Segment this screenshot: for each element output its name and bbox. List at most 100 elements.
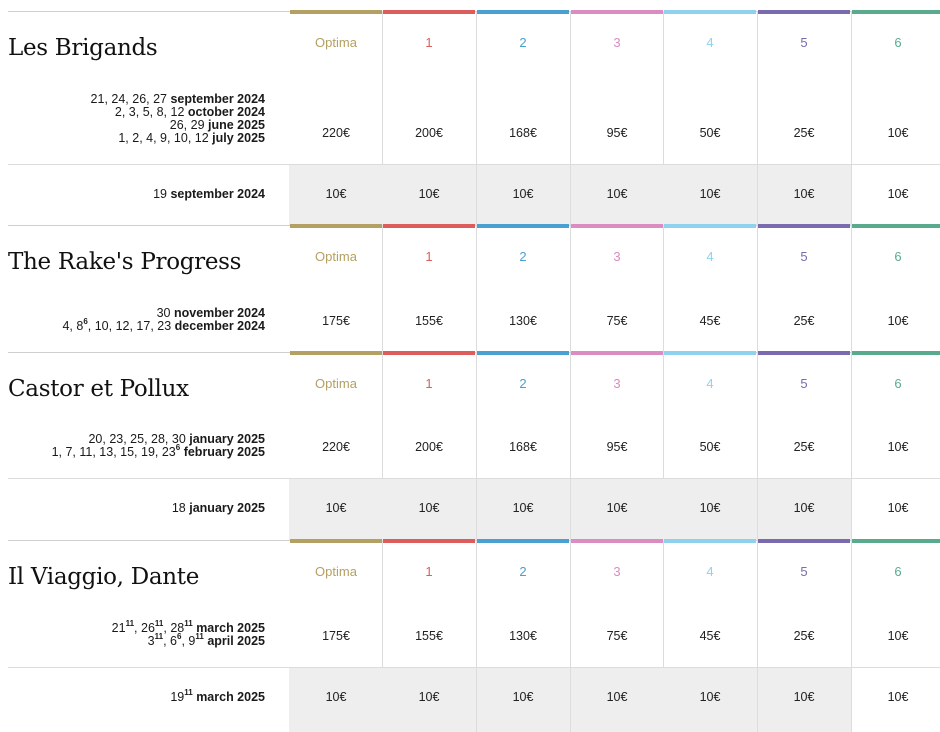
special-performance-date: 18 january 2025 bbox=[172, 501, 265, 515]
discount-price-cell: 10€ bbox=[887, 187, 909, 201]
column-divider bbox=[757, 352, 758, 540]
discount-price-cell: 10€ bbox=[512, 187, 534, 201]
performance-dates: 30 november 2024 4, 86, 10, 12, 17, 23 de… bbox=[62, 307, 265, 333]
category-bar-1 bbox=[383, 539, 475, 543]
discount-cell-bg bbox=[383, 668, 476, 732]
category-label: 6 bbox=[894, 564, 902, 579]
day-numbers: , 10, 12, 17, 23 bbox=[87, 319, 175, 333]
superscript-note: 6 bbox=[177, 631, 182, 641]
category-bar-6 bbox=[852, 539, 940, 543]
category-label: 1 bbox=[425, 564, 433, 579]
row-divider bbox=[8, 667, 940, 668]
discount-price-cell: 10€ bbox=[606, 187, 628, 201]
category-label: 3 bbox=[613, 35, 621, 50]
date-line: 1, 7, 11, 13, 15, 19, 236 february 2025 bbox=[52, 442, 265, 459]
day-numbers: 18 bbox=[171, 501, 190, 515]
discount-price-cell: 10€ bbox=[325, 187, 347, 201]
price-cell: 168€ bbox=[509, 126, 537, 140]
month-label: september 2024 bbox=[170, 92, 265, 106]
category-label: 2 bbox=[519, 249, 527, 264]
category-label: 6 bbox=[894, 376, 902, 391]
price-cell: 10€ bbox=[887, 629, 909, 643]
price-cell: 220€ bbox=[322, 440, 350, 454]
month-label: january 2025 bbox=[189, 501, 265, 515]
show-title: The Rake's Progress bbox=[8, 249, 242, 275]
discount-cell-bg bbox=[571, 668, 664, 732]
date-line: 2, 3, 5, 8, 12 october 2024 bbox=[91, 106, 265, 119]
discount-price-cell: 10€ bbox=[325, 690, 347, 704]
month-label: april 2025 bbox=[207, 634, 265, 648]
category-bar-5 bbox=[758, 10, 850, 14]
price-cell: 175€ bbox=[322, 314, 350, 328]
discount-cell-bg bbox=[664, 479, 757, 540]
category-bar-optima bbox=[290, 539, 382, 543]
special-performance-date: 1911 march 2025 bbox=[170, 688, 265, 704]
category-label: 6 bbox=[894, 35, 902, 50]
day-numbers: , 9 bbox=[181, 634, 196, 648]
month-label: july 2025 bbox=[212, 131, 265, 145]
day-numbers: 30 bbox=[156, 306, 174, 320]
category-bar-1 bbox=[383, 10, 475, 14]
discount-price-cell: 10€ bbox=[418, 501, 440, 515]
discount-price-cell: 10€ bbox=[887, 501, 909, 515]
discount-price-cell: 10€ bbox=[418, 690, 440, 704]
category-label: Optima bbox=[315, 35, 357, 50]
discount-cell-bg bbox=[289, 479, 383, 540]
superscript-note: 6 bbox=[175, 442, 181, 452]
discount-cell-bg bbox=[383, 479, 476, 540]
discount-price-cell: 10€ bbox=[887, 690, 909, 704]
show-title: Il Viaggio, Dante bbox=[8, 564, 200, 590]
discount-price-cell: 10€ bbox=[606, 501, 628, 515]
category-bar-6 bbox=[852, 10, 940, 14]
date-line: 26, 29 june 2025 bbox=[91, 119, 265, 132]
price-cell: 75€ bbox=[606, 629, 628, 643]
day-numbers: 26, 29 bbox=[169, 118, 209, 132]
column-divider bbox=[757, 225, 758, 352]
discount-cell-bg bbox=[477, 479, 570, 540]
discount-price-cell: 10€ bbox=[793, 187, 815, 201]
category-label: 4 bbox=[706, 564, 714, 579]
category-bar-5 bbox=[758, 224, 850, 228]
day-numbers: 19 bbox=[170, 690, 185, 704]
discount-cell-bg bbox=[477, 668, 570, 732]
discount-price-cell: 10€ bbox=[512, 501, 534, 515]
category-bar-2 bbox=[477, 10, 569, 14]
category-label: 5 bbox=[800, 35, 808, 50]
month-label: october 2024 bbox=[187, 105, 265, 119]
category-label: 4 bbox=[706, 376, 714, 391]
price-cell: 10€ bbox=[887, 440, 909, 454]
category-label: Optima bbox=[315, 249, 357, 264]
day-numbers: 21, 24, 26, 27 bbox=[90, 92, 171, 106]
discount-price-cell: 10€ bbox=[793, 690, 815, 704]
discount-price-cell: 10€ bbox=[325, 501, 347, 515]
price-cell: 95€ bbox=[606, 126, 628, 140]
discount-price-cell: 10€ bbox=[699, 501, 721, 515]
category-bar-5 bbox=[758, 539, 850, 543]
price-cell: 155€ bbox=[415, 629, 443, 643]
date-line: 311, 66, 911 april 2025 bbox=[112, 631, 265, 648]
performance-dates: 2111, 2611, 2811 march 2025 311, 66, 911 … bbox=[112, 619, 265, 648]
category-label: 2 bbox=[519, 35, 527, 50]
day-numbers: 1, 2, 4, 9, 10, 12 bbox=[118, 131, 213, 145]
discount-cell-bg bbox=[289, 165, 383, 225]
column-divider bbox=[570, 540, 571, 732]
show-title: Castor et Pollux bbox=[8, 376, 189, 402]
price-cell: 200€ bbox=[415, 440, 443, 454]
month-label: september 2024 bbox=[170, 187, 265, 201]
category-label: 5 bbox=[800, 376, 808, 391]
price-cell: 25€ bbox=[793, 126, 815, 140]
day-numbers: 19 bbox=[153, 187, 171, 201]
day-numbers: , 6 bbox=[163, 634, 177, 648]
discount-cell-bg bbox=[571, 479, 664, 540]
column-divider bbox=[757, 540, 758, 732]
superscript-note: 11 bbox=[154, 631, 164, 641]
category-label: 3 bbox=[613, 376, 621, 391]
column-divider bbox=[851, 225, 852, 352]
category-bar-2 bbox=[477, 224, 569, 228]
category-label: 1 bbox=[425, 376, 433, 391]
column-divider bbox=[851, 540, 852, 732]
discount-cell-bg bbox=[664, 165, 757, 225]
column-divider bbox=[663, 225, 664, 352]
discount-cell-bg bbox=[758, 479, 851, 540]
category-label: 4 bbox=[706, 35, 714, 50]
